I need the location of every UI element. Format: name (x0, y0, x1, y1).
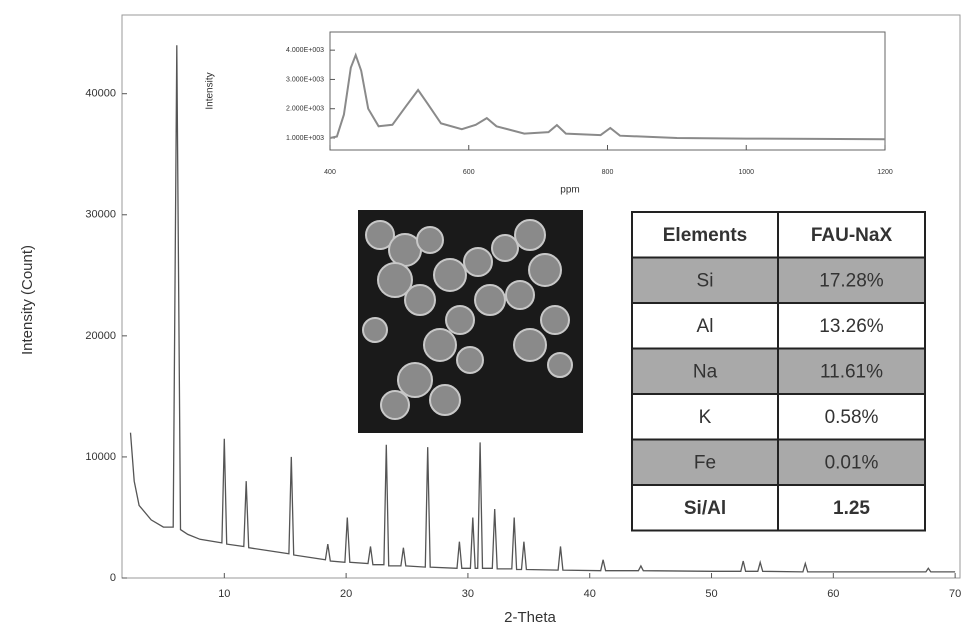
table-header: Elements (663, 225, 747, 246)
x-tick-label: 70 (949, 588, 961, 600)
composition-table: Elements FAU-NaX Si 17.28% Al 13.26% Na 11.61% K… (632, 212, 925, 531)
table-text: 0.01% (825, 452, 879, 473)
table-text: 0.58% (825, 407, 879, 428)
x-tick-label: 30 (462, 588, 474, 600)
inset-x-tick-label: 1200 (877, 169, 893, 176)
inset-x-tick-label: 800 (602, 169, 614, 176)
y-tick-label: 30000 (85, 209, 116, 221)
inset-y-tick-label: 1.000E+003 (286, 135, 324, 142)
y-tick-label: 0 (110, 572, 116, 584)
sem-image (358, 210, 583, 433)
table-text: Al (697, 316, 714, 337)
table-text: Na (693, 361, 718, 382)
table-text: Si (697, 270, 714, 291)
inset-x-label: ppm (560, 185, 579, 196)
table-text: Si/Al (684, 498, 726, 519)
x-tick-label: 60 (827, 588, 839, 600)
x-tick-label: 50 (705, 588, 717, 600)
x-tick-label: 10 (218, 588, 230, 600)
table-text: K (699, 407, 712, 428)
page: Intensity (Count) 2-Theta 10 20 30 40 50 60 70… (0, 0, 972, 629)
inset-x-tick-label: 1000 (738, 169, 754, 176)
table-text: Fe (694, 452, 716, 473)
inset-y-tick-label: 4.000E+003 (286, 47, 324, 54)
inset-y-label: Intensity (205, 72, 216, 109)
table-text: 1.25 (833, 498, 870, 519)
inset-x-tick-label: 600 (463, 169, 475, 176)
figure: Intensity (Count) 2-Theta 10 20 30 40 50 60 70… (0, 0, 972, 629)
table-text: 17.28% (819, 270, 884, 291)
inset-x-tick-label: 400 (324, 169, 336, 176)
table-header: FAU-NaX (811, 225, 893, 246)
table-text: 11.61% (820, 361, 883, 382)
y-tick-label: 20000 (85, 330, 116, 342)
x-axis-label: 2-Theta (504, 609, 556, 626)
inset-y-tick-label: 3.000E+003 (286, 76, 324, 83)
y-tick-label: 10000 (85, 451, 116, 463)
inset-y-tick-label: 2.000E+003 (286, 106, 324, 113)
inset-frame (330, 32, 885, 150)
y-axis-label: Intensity (Count) (19, 245, 36, 355)
y-tick-label: 40000 (85, 88, 116, 100)
x-tick-label: 40 (584, 588, 596, 600)
x-tick-label: 20 (340, 588, 352, 600)
table-text: 13.26% (819, 316, 884, 337)
